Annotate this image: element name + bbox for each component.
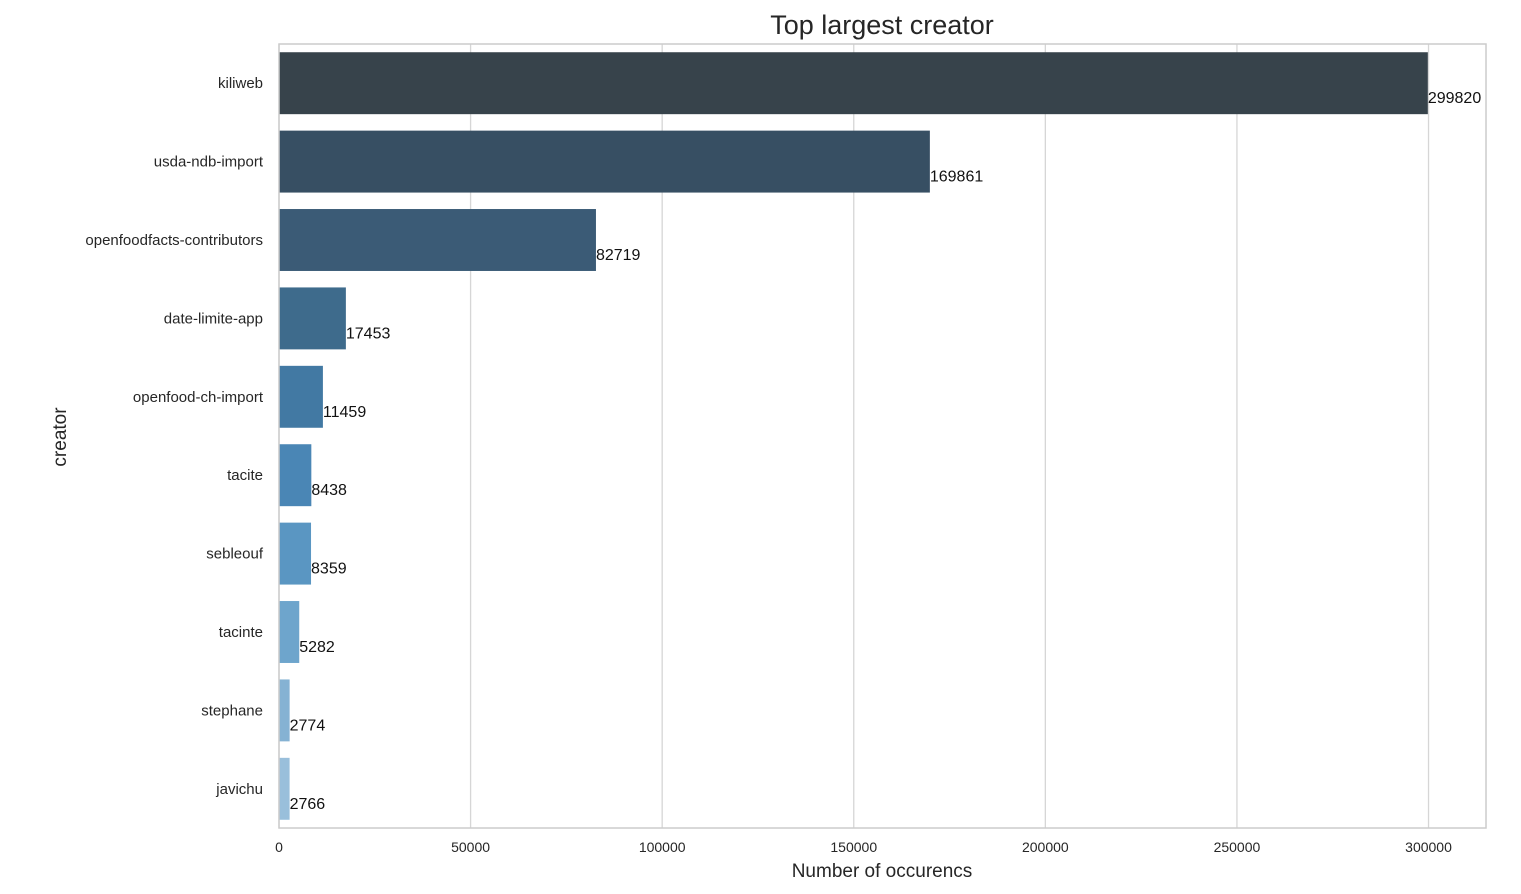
bar-openfoodfacts-contributors <box>279 209 596 271</box>
bar-stephane <box>279 679 290 742</box>
data-label: 8438 <box>311 482 347 499</box>
category-label: tacite <box>227 467 263 484</box>
category-label: openfood-ch-import <box>133 389 264 406</box>
data-label: 11459 <box>323 404 366 421</box>
category-label: date-limite-app <box>164 310 263 327</box>
data-label: 17453 <box>346 325 391 342</box>
data-label: 169861 <box>930 169 983 186</box>
x-tick-label: 250000 <box>1214 839 1261 855</box>
data-label: 82719 <box>596 247 641 264</box>
x-tick-label: 0 <box>275 839 283 855</box>
category-label: stephane <box>201 702 263 719</box>
bar-date-limite-app <box>279 287 346 350</box>
plot-frame <box>278 43 1487 829</box>
y-axis-label: creator <box>50 407 71 467</box>
bar-openfood-ch-import <box>279 365 323 428</box>
bar-sebleouf <box>279 522 312 585</box>
category-label: javichu <box>215 781 263 798</box>
category-label: openfoodfacts-contributors <box>85 232 263 249</box>
chart-title: Top largest creator <box>770 10 994 40</box>
category-label: tacinte <box>219 624 263 641</box>
x-tick-label: 50000 <box>451 839 490 855</box>
data-label: 5282 <box>299 639 335 656</box>
x-tick-label: 300000 <box>1405 839 1452 855</box>
bar-tacite <box>279 444 312 507</box>
bar-javichu <box>279 757 290 820</box>
x-tick-labels: 0 50000 100000 150000 200000 250000 300000 <box>275 839 1452 855</box>
category-label: sebleouf <box>206 546 264 563</box>
x-tick-label: 200000 <box>1022 839 1069 855</box>
x-axis-label: Number of occurencs <box>792 861 973 882</box>
data-label: 299820 <box>1428 90 1481 107</box>
data-labels: 299820 169861 82719 17453 11459 8438 8359 5282 2… <box>290 90 1482 813</box>
data-label: 2774 <box>290 717 326 734</box>
category-labels: kiliweb usda-ndb-import openfoodfacts-cont… <box>85 75 263 798</box>
category-label: kiliweb <box>218 75 263 92</box>
bar-usda-ndb-import <box>279 130 930 193</box>
bars <box>279 52 1428 820</box>
x-tick-label: 150000 <box>830 839 877 855</box>
data-label: 8359 <box>311 561 347 578</box>
category-label: usda-ndb-import <box>154 154 264 171</box>
bar-tacinte <box>279 601 300 663</box>
data-label: 2766 <box>290 796 326 813</box>
x-tick-label: 100000 <box>639 839 686 855</box>
bar-kiliweb <box>279 52 1428 115</box>
